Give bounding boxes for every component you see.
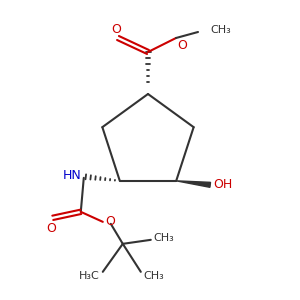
Text: O: O bbox=[111, 23, 121, 36]
Text: O: O bbox=[177, 39, 187, 52]
Text: CH₃: CH₃ bbox=[154, 233, 175, 243]
Text: OH: OH bbox=[213, 178, 232, 191]
Text: O: O bbox=[105, 215, 115, 228]
Text: HN: HN bbox=[63, 169, 82, 182]
Polygon shape bbox=[176, 181, 211, 187]
Text: CH₃: CH₃ bbox=[210, 25, 231, 35]
Text: CH₃: CH₃ bbox=[144, 271, 164, 281]
Text: H₃C: H₃C bbox=[79, 271, 100, 281]
Text: O: O bbox=[46, 222, 56, 235]
